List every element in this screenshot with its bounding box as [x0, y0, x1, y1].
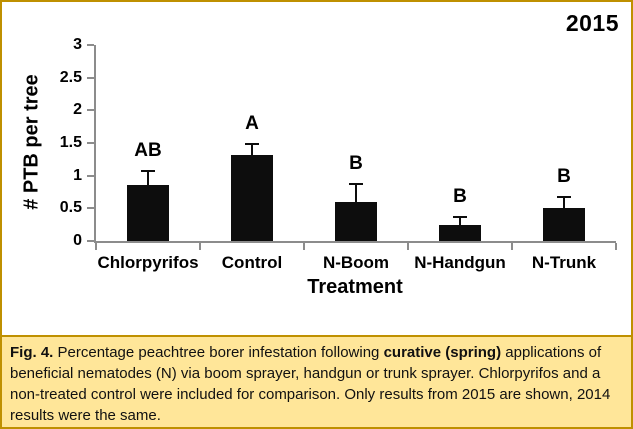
x-tick-mark: [199, 243, 201, 250]
bar-n-trunk: [543, 208, 585, 241]
bar-n-boom: [335, 202, 377, 241]
y-tick-mark: [87, 44, 94, 46]
y-tick-label: 3: [73, 36, 82, 53]
x-category-label: N-Trunk: [531, 253, 597, 272]
significance-letter: B: [557, 166, 571, 188]
significance-letter: B: [453, 186, 467, 208]
bar-control: [231, 154, 273, 241]
y-tick-label: 0: [73, 232, 82, 249]
error-bar: [563, 197, 565, 210]
y-tick-mark: [87, 174, 94, 177]
error-bar: [147, 171, 149, 187]
error-bar: [459, 217, 461, 227]
y-tick-label: 0.5: [59, 199, 82, 217]
y-tick-mark: [87, 142, 94, 144]
x-tick-mark: [615, 243, 617, 250]
chart-year-title: 2015: [565, 10, 619, 36]
y-tick-label: 2: [73, 101, 82, 119]
caption-bold-phrase: curative (spring): [383, 344, 502, 361]
x-tick-mark: [95, 243, 97, 250]
x-tick-mark: [511, 243, 513, 250]
error-bar: [251, 143, 253, 156]
bar-n-handgun: [439, 225, 481, 241]
y-tick-label: 2.5: [59, 68, 82, 86]
x-category-label: N-Boom: [322, 253, 390, 272]
bar-chlorpyrifos: [127, 185, 169, 241]
x-axis-title: Treatment: [307, 276, 403, 298]
y-tick-mark: [87, 76, 94, 79]
error-bar-cap: [557, 196, 571, 199]
y-tick-mark: [87, 240, 94, 242]
error-bar-cap: [349, 183, 363, 186]
significance-letter: AB: [134, 140, 162, 162]
error-bar-cap: [141, 170, 155, 173]
plot-area: 0 0.5 1 1.5 2 2.5 3 AB Chlorpyrifos A Control B N-Bo…: [60, 36, 617, 272]
y-tick-label: 1: [73, 166, 82, 184]
x-category-label: N-Handgun: [414, 253, 506, 272]
x-category-label: Chlorpyrifos: [97, 253, 199, 272]
caption-text-2: applications of beneficial nematodes (N)…: [10, 344, 611, 424]
x-category-label: Control: [221, 253, 283, 272]
y-tick-label: 1.5: [59, 134, 82, 151]
x-tick-mark: [407, 243, 409, 250]
error-bar-cap: [453, 216, 467, 219]
significance-letter: A: [245, 112, 259, 134]
error-bar: [355, 184, 357, 204]
y-tick-mark: [87, 207, 94, 210]
error-bar-cap: [245, 142, 259, 145]
caption-fig-label: Fig. 4.: [10, 344, 54, 361]
figure-caption: Fig. 4. Percentage peachtree borer infes…: [2, 335, 631, 427]
y-tick-mark: [87, 109, 94, 112]
significance-letter: B: [349, 153, 363, 175]
caption-text-1: Percentage peachtree borer infestation f…: [53, 344, 384, 361]
x-tick-mark: [303, 243, 305, 250]
